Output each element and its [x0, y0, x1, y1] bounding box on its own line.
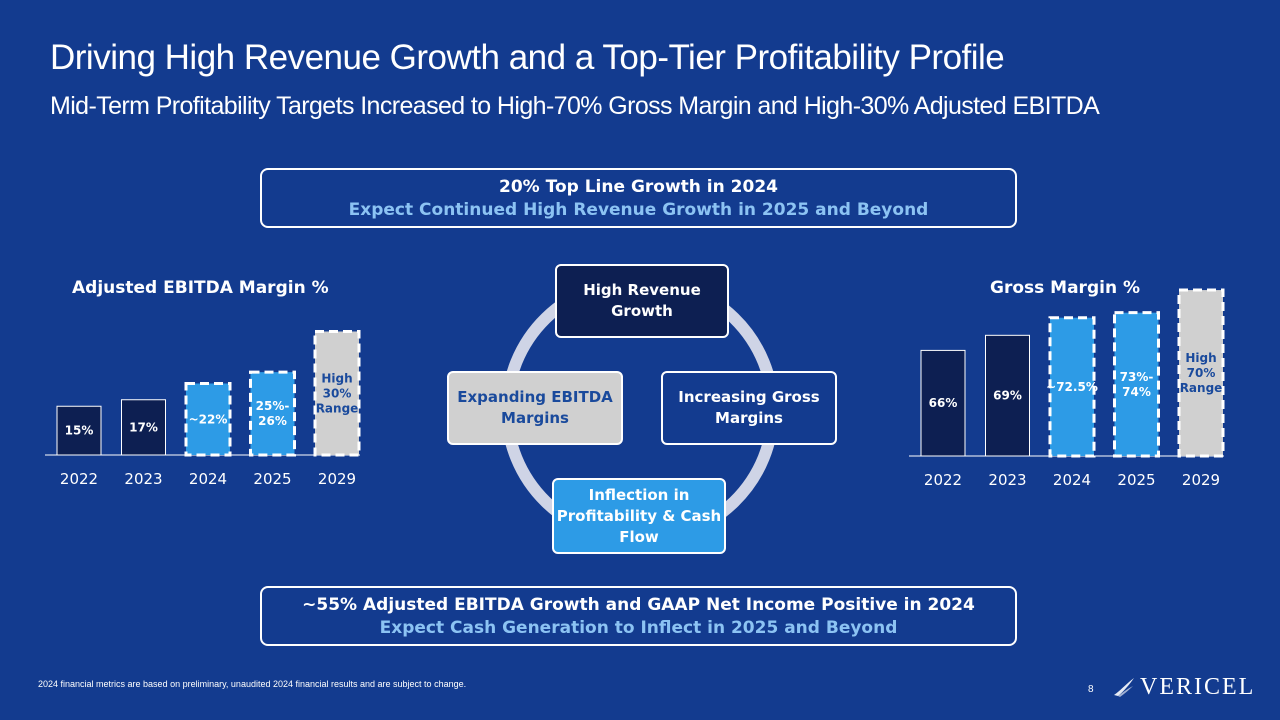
- bar-2023: [121, 399, 166, 456]
- gross-margin-chart-title: Gross Margin %: [990, 278, 1140, 298]
- tick-label-2024: 2024: [189, 470, 227, 488]
- tick-label-2025: 2025: [1117, 471, 1155, 489]
- vericel-logo: VERICEL: [1112, 672, 1255, 702]
- data-label-2024: ~22%: [189, 412, 228, 426]
- cycle-node-expanding-ebitda-margins: Expanding EBITDA Margins: [447, 371, 623, 445]
- bar-2023: [985, 334, 1030, 457]
- gross-margin-chart: 66% 2022 69% 2023 ~72.5% 2024 73%-74% 2025 High 7…: [909, 288, 1225, 489]
- page-number: 8: [1088, 684, 1094, 695]
- tick-label-2025: 2025: [253, 470, 291, 488]
- tick-label-2022: 2022: [924, 471, 962, 489]
- data-label-2022: 15%: [65, 424, 94, 438]
- data-label-2023: 17%: [129, 420, 158, 434]
- bar-2022: [56, 405, 102, 456]
- bottom-callout-line2: Expect Cash Generation to Inflect in 202…: [379, 618, 898, 638]
- tick-label-2029: 2029: [1182, 471, 1220, 489]
- bar-2024: [1048, 316, 1096, 458]
- top-callout-line1: 20% Top Line Growth in 2024: [499, 177, 778, 197]
- ebitda-margin-chart: 15% 2022 17% 2023 ~22% 2024 25%-26% 2025 High 30%…: [45, 330, 361, 488]
- tick-label-2029: 2029: [318, 470, 356, 488]
- data-label-2023: 69%: [993, 389, 1022, 403]
- data-label-2025: 25%-26%: [256, 399, 290, 428]
- cycle-node-high-revenue-growth: High Revenue Growth: [555, 264, 729, 338]
- bar-2029: [1177, 288, 1225, 458]
- tick-label-2024: 2024: [1053, 471, 1091, 489]
- data-label-2029: High 70% Range: [1180, 351, 1223, 395]
- tick-label-2023: 2023: [988, 471, 1026, 489]
- bar-2024: [184, 382, 232, 457]
- top-callout-line2: Expect Continued High Revenue Growth in …: [348, 200, 929, 220]
- page-subtitle: Mid-Term Profitability Targets Increased…: [50, 92, 1100, 120]
- bar-2025: [1113, 311, 1160, 458]
- vericel-wing-icon: [1114, 678, 1134, 697]
- tick-label-2023: 2023: [124, 470, 162, 488]
- data-label-2022: 66%: [929, 396, 958, 410]
- footnote: 2024 financial metrics are based on prel…: [38, 679, 467, 689]
- page-title: Driving High Revenue Growth and a Top-Ti…: [50, 38, 1005, 77]
- top-callout-box: 20% Top Line Growth in 2024 Expect Conti…: [260, 168, 1017, 228]
- bar-2029: [313, 330, 361, 457]
- logo-text: VERICEL: [1140, 673, 1256, 700]
- data-label-2025: 73%-74%: [1120, 370, 1154, 399]
- bottom-callout-box: ~55% Adjusted EBITDA Growth and GAAP Net…: [260, 586, 1017, 646]
- bar-2022: [920, 349, 966, 457]
- cycle-node-inflection: Inflection in Profitability & Cash Flow: [552, 478, 726, 554]
- data-label-2024: ~72.5%: [1046, 380, 1098, 394]
- data-label-2029: High 30% Range: [316, 371, 359, 415]
- cycle-node-increasing-gross-margins: Increasing Gross Margins: [661, 371, 837, 445]
- bar-2025: [249, 370, 296, 457]
- ebitda-chart-title: Adjusted EBITDA Margin %: [72, 278, 329, 298]
- tick-label-2022: 2022: [60, 470, 98, 488]
- bottom-callout-line1: ~55% Adjusted EBITDA Growth and GAAP Net…: [302, 595, 975, 615]
